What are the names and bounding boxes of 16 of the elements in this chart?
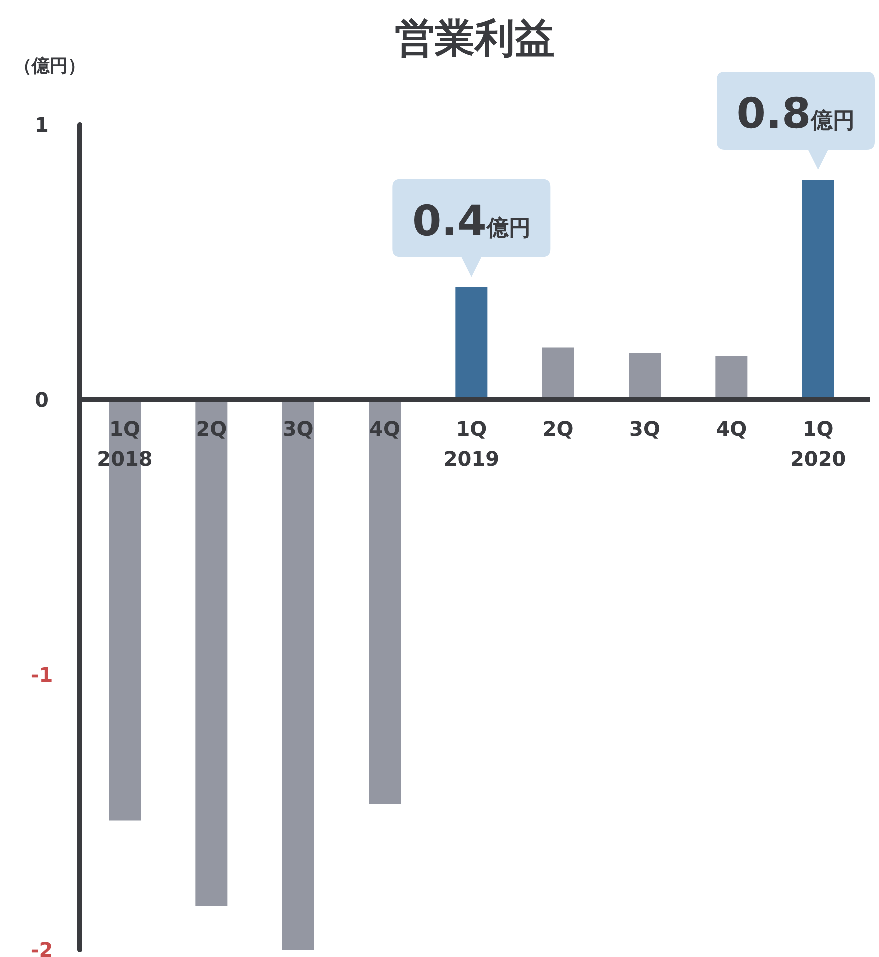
y-tick-label: 0 xyxy=(35,388,49,412)
data-label: 0.8億円 xyxy=(736,89,856,138)
y-tick-label: -2 xyxy=(30,938,54,957)
x-tick-label: 2Q xyxy=(542,417,574,441)
x-tick-label: 2Q xyxy=(196,417,228,441)
x-tick-label: 3Q xyxy=(282,417,314,441)
chart-title: 営業利益 xyxy=(395,16,555,62)
y-tick-label: -1 xyxy=(30,663,54,687)
y-axis-title: （億円） xyxy=(14,56,86,77)
x-tick-label: 4Q xyxy=(370,417,400,441)
x-tick-label: 1Q 2020 xyxy=(790,417,846,471)
x-tick-label: 3Q xyxy=(630,417,660,441)
x-tick-label: 1Q 2019 xyxy=(444,417,500,471)
data-label: 0.4億円 xyxy=(412,196,531,246)
y-tick-label: 1 xyxy=(35,113,49,137)
x-tick-label: 4Q xyxy=(716,417,748,441)
